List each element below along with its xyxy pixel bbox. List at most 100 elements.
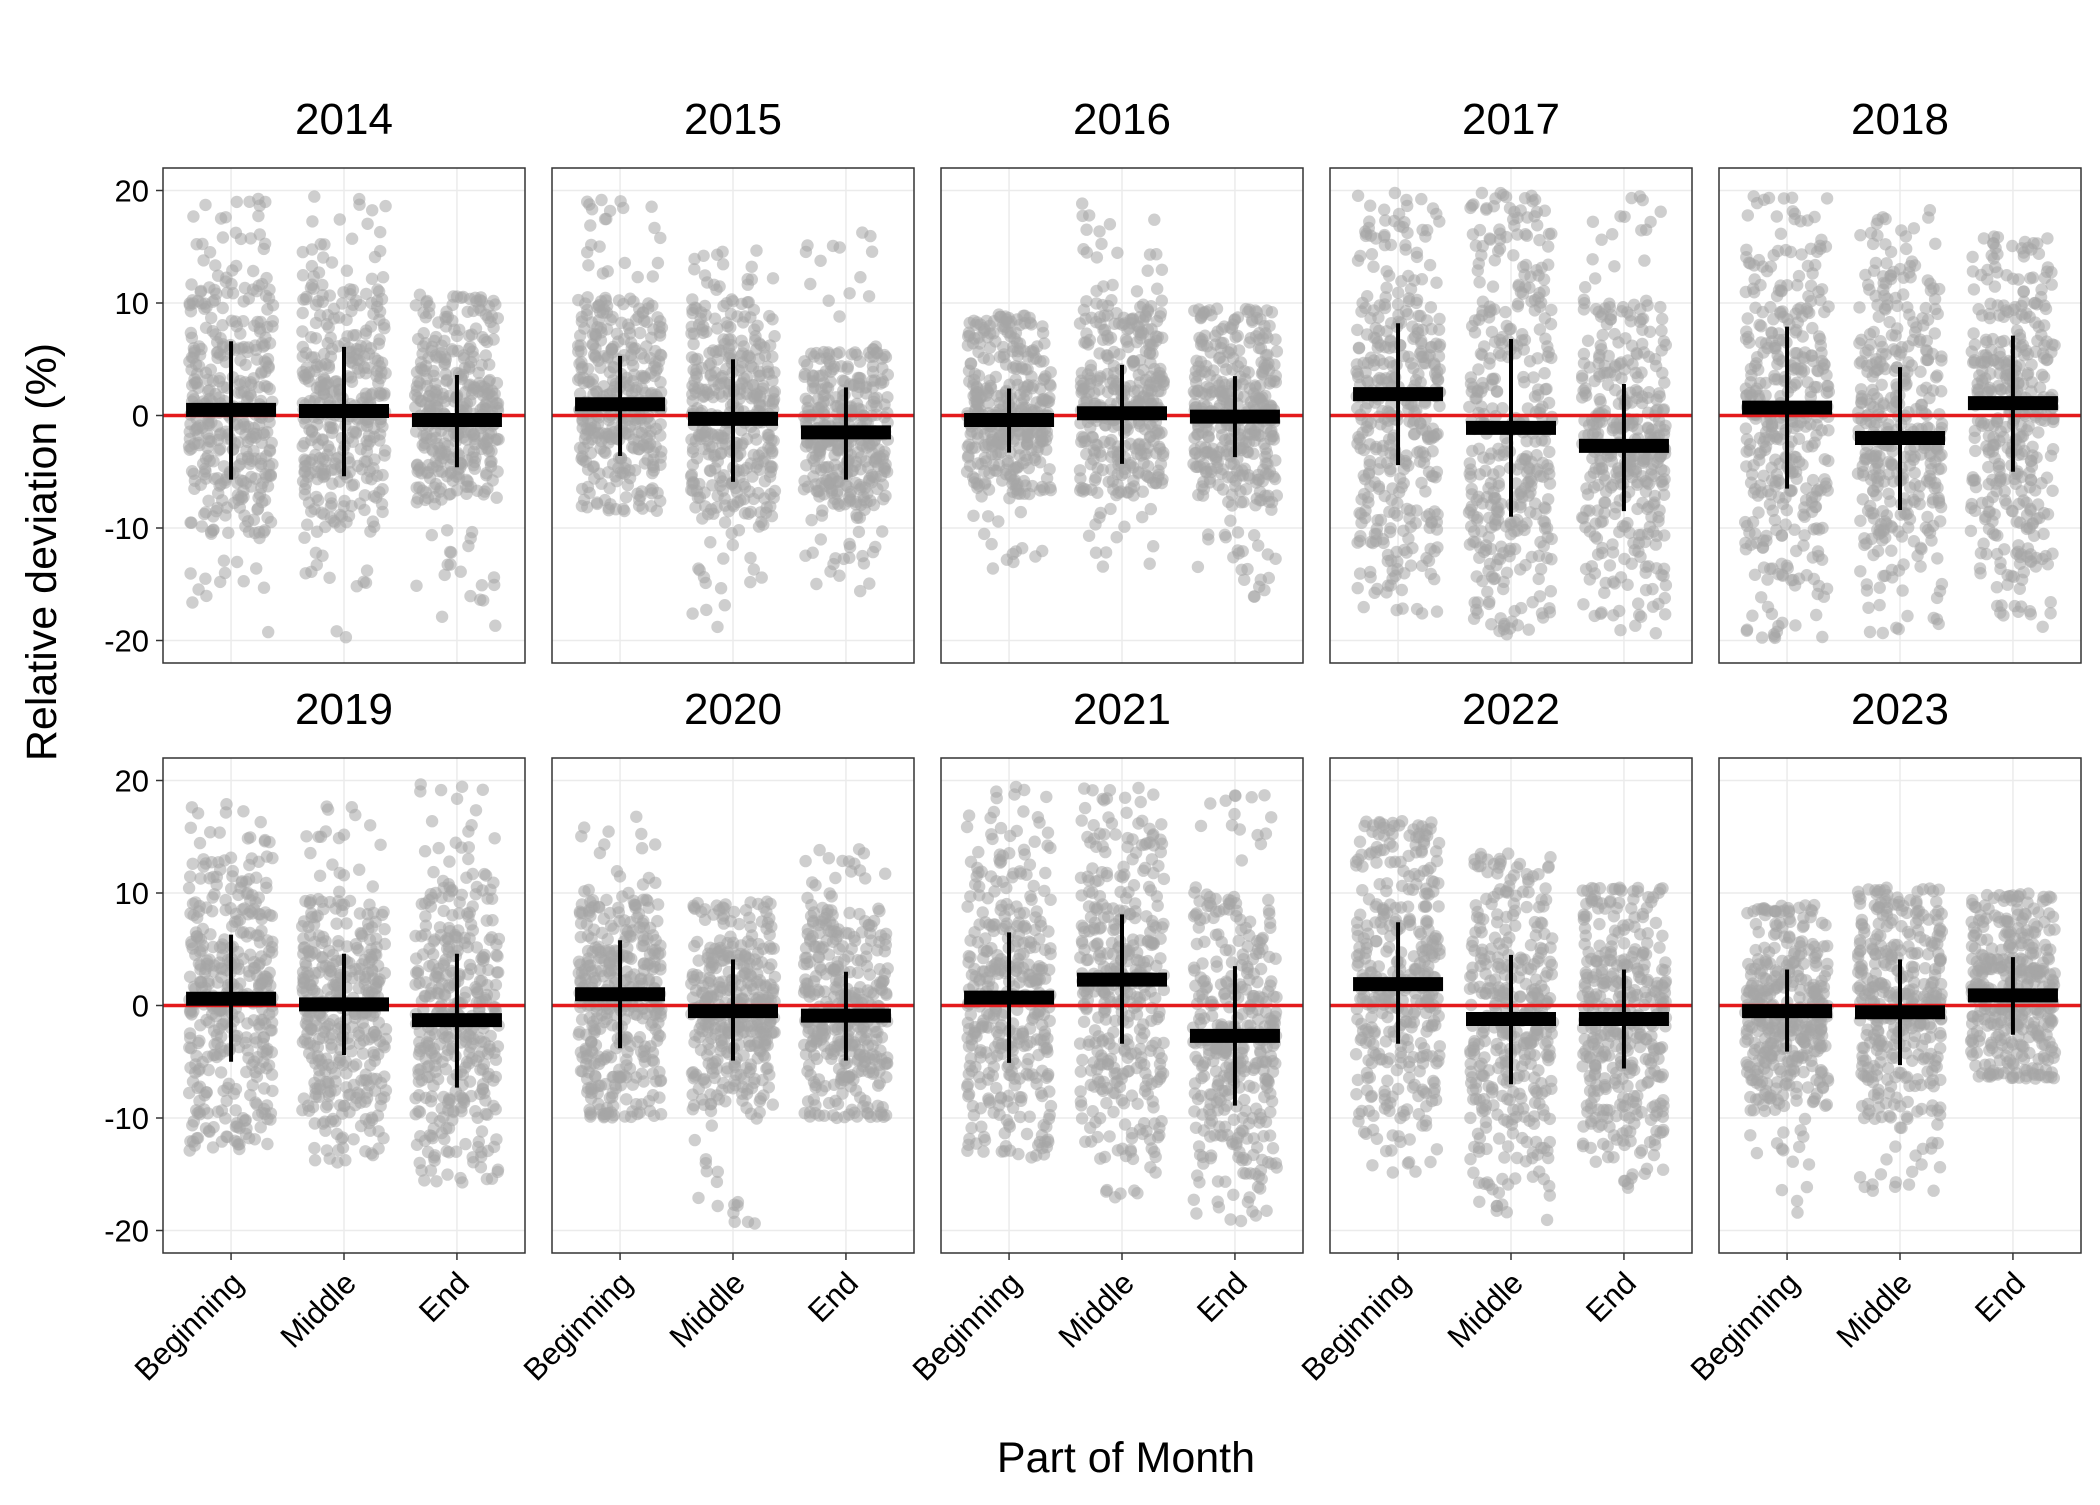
- data-point: [1190, 355, 1202, 367]
- data-point: [1605, 481, 1617, 493]
- data-point-outlier: [1148, 214, 1160, 226]
- data-point: [439, 446, 451, 458]
- data-point: [1127, 355, 1139, 367]
- data-point: [1755, 486, 1767, 498]
- data-point: [1545, 318, 1557, 330]
- data-point: [1521, 230, 1533, 242]
- data-point-outlier: [197, 254, 209, 266]
- data-point: [1595, 343, 1607, 355]
- data-point: [1080, 483, 1092, 495]
- data-point-outlier: [1081, 246, 1093, 258]
- data-point: [631, 488, 643, 500]
- data-point: [367, 387, 379, 399]
- data-point: [253, 280, 265, 292]
- data-point: [1486, 570, 1498, 582]
- data-point: [1137, 391, 1149, 403]
- data-point: [1215, 337, 1227, 349]
- data-point: [648, 464, 660, 476]
- data-point: [724, 321, 736, 333]
- data-point: [1042, 396, 1054, 408]
- data-point: [1197, 339, 1209, 351]
- data-point: [1771, 358, 1783, 370]
- data-point: [374, 428, 386, 440]
- data-point: [721, 297, 733, 309]
- data-point-outlier: [442, 559, 454, 571]
- data-point: [1361, 328, 1373, 340]
- data-point: [627, 295, 639, 307]
- data-point: [1074, 472, 1086, 484]
- data-point-outlier: [217, 231, 229, 243]
- data-point: [1090, 471, 1102, 483]
- data-point-outlier: [231, 196, 243, 208]
- data-point-outlier: [854, 585, 866, 597]
- data-point: [993, 437, 1005, 449]
- data-point-outlier: [379, 200, 391, 212]
- data-point-outlier: [697, 250, 709, 262]
- data-point: [1819, 453, 1831, 465]
- data-point: [1213, 379, 1225, 391]
- data-point: [242, 391, 254, 403]
- data-point-outlier: [647, 270, 659, 282]
- data-point-outlier: [1192, 561, 1204, 573]
- data-point: [1150, 330, 1162, 342]
- data-point: [1772, 245, 1784, 257]
- data-point-outlier: [1202, 528, 1214, 540]
- data-point: [1200, 388, 1212, 400]
- data-point: [1812, 483, 1824, 495]
- data-point: [1352, 254, 1364, 266]
- data-point: [1740, 422, 1752, 434]
- data-point: [1384, 465, 1396, 477]
- data-point-outlier: [1598, 587, 1610, 599]
- data-point: [430, 455, 442, 467]
- data-point: [1353, 342, 1365, 354]
- data-point: [1543, 346, 1555, 358]
- data-point-outlier: [815, 533, 827, 545]
- data-point: [1517, 371, 1529, 383]
- data-point-outlier: [843, 538, 855, 550]
- data-point: [297, 341, 309, 353]
- data-point: [1197, 458, 1209, 470]
- data-point: [1806, 506, 1818, 518]
- data-point: [1422, 351, 1434, 363]
- data-point: [1415, 477, 1427, 489]
- data-point: [1500, 231, 1512, 243]
- data-point-outlier: [1427, 202, 1439, 214]
- data-point: [655, 451, 667, 463]
- data-point-outlier: [688, 263, 700, 275]
- data-point-outlier: [1136, 511, 1148, 523]
- data-point: [1658, 424, 1670, 436]
- data-point: [809, 382, 821, 394]
- data-point: [412, 333, 424, 345]
- data-point: [1522, 461, 1534, 473]
- data-point: [1240, 483, 1252, 495]
- data-point: [689, 501, 701, 513]
- data-point: [1094, 372, 1106, 384]
- data-point: [473, 367, 485, 379]
- data-point: [1154, 310, 1166, 322]
- data-point: [448, 324, 460, 336]
- data-point: [695, 306, 707, 318]
- data-point: [831, 485, 843, 497]
- data-point-outlier: [1498, 620, 1510, 632]
- data-point-outlier: [1638, 254, 1650, 266]
- data-point: [341, 330, 353, 342]
- data-point-outlier: [220, 211, 232, 223]
- data-point-outlier: [1579, 281, 1591, 293]
- data-point-outlier: [595, 194, 607, 206]
- data-point-outlier: [576, 500, 588, 512]
- y-tick-label: 20: [115, 174, 149, 209]
- data-point: [1243, 436, 1255, 448]
- data-point: [1496, 337, 1508, 349]
- data-point-outlier: [719, 599, 731, 611]
- facet-title: 2016: [1073, 95, 1171, 144]
- data-point: [735, 350, 747, 362]
- data-point: [613, 294, 625, 306]
- data-point-outlier: [219, 567, 231, 579]
- data-point: [1656, 313, 1668, 325]
- data-point: [866, 399, 878, 411]
- data-point-outlier: [1354, 567, 1366, 579]
- data-point-outlier: [1003, 492, 1015, 504]
- data-point: [426, 443, 438, 455]
- data-point-outlier: [704, 536, 716, 548]
- data-point-outlier: [1100, 546, 1112, 558]
